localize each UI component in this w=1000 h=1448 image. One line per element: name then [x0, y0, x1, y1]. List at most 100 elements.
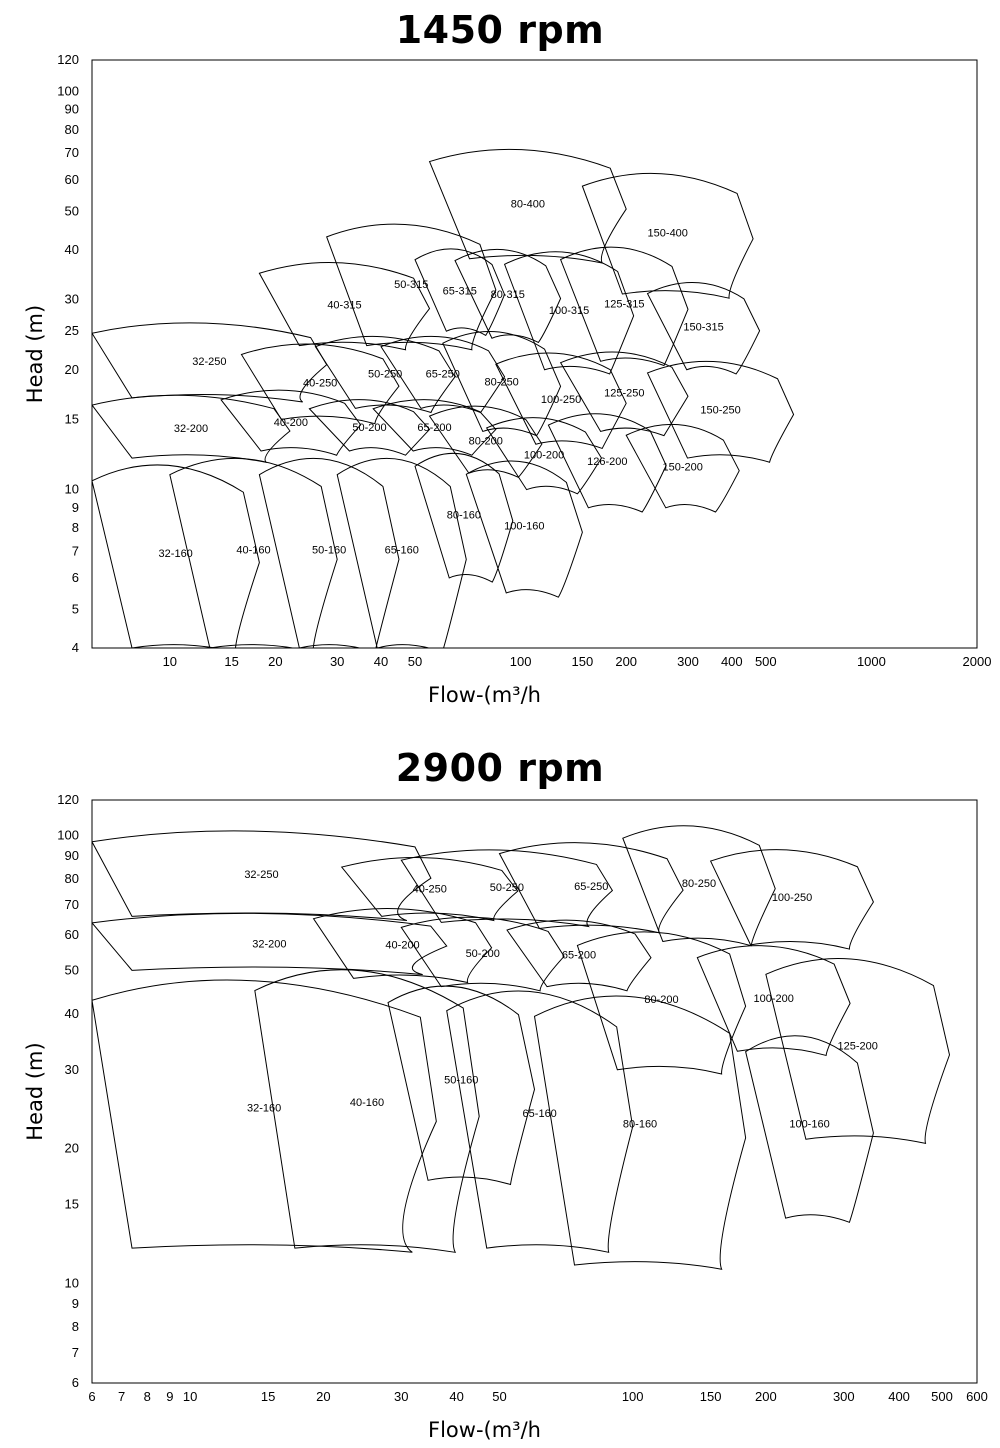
region-label: 80-315 — [491, 289, 525, 301]
plot-frame — [91, 59, 978, 649]
region-label: 80-160 — [623, 1119, 657, 1131]
region-125-250 — [559, 351, 689, 437]
y-tick-label: 25 — [65, 323, 79, 338]
y-tick-label: 50 — [65, 962, 79, 977]
x-tick-label: 40 — [374, 654, 388, 669]
x-tick-label: 400 — [888, 1389, 910, 1404]
y-tick-label: 10 — [65, 1276, 79, 1291]
x-axis-label: Flow-(m³/h — [428, 1418, 541, 1442]
region-40-160 — [254, 969, 480, 1253]
region-100-160 — [745, 1035, 874, 1223]
y-tick-label: 70 — [65, 145, 79, 160]
region-80-315 — [454, 248, 562, 344]
region-label: 40-200 — [274, 417, 308, 429]
region-65-160 — [446, 990, 634, 1253]
region-65-250 — [380, 335, 506, 414]
x-tick-label: 30 — [394, 1389, 408, 1404]
y-tick-label: 50 — [65, 203, 79, 218]
plot-frame — [91, 799, 978, 1384]
x-tick-label: 1000 — [857, 654, 886, 669]
plot-area: 32-160 40-160 50-160 65-160 80-160 100-160 32-… — [23, 792, 988, 1442]
region-label: 32-160 — [247, 1102, 281, 1114]
region-label: 40-160 — [350, 1097, 384, 1109]
region-80-400 — [428, 148, 627, 264]
y-tick-label: 70 — [65, 897, 79, 912]
y-tick-label: 100 — [57, 827, 79, 842]
y-axis-label: Head (m) — [23, 1042, 47, 1140]
x-tick-label: 300 — [833, 1389, 855, 1404]
region-label: 126-200 — [587, 456, 627, 468]
region-label: 100-200 — [524, 450, 564, 462]
region-label: 150-315 — [683, 321, 723, 333]
region-label: 32-200 — [252, 938, 286, 950]
region-50-160 — [258, 457, 400, 648]
y-tick-label: 60 — [65, 172, 79, 187]
x-tick-label: 10 — [163, 654, 177, 669]
region-label: 100-160 — [789, 1119, 829, 1131]
region-80-160 — [414, 452, 514, 583]
region-label: 100-250 — [772, 892, 812, 904]
region-label: 125-315 — [604, 298, 644, 310]
region-label: 65-250 — [574, 881, 608, 893]
x-tick-label: 9 — [166, 1389, 173, 1404]
region-label: 40-160 — [236, 545, 270, 557]
region-40-160 — [169, 457, 338, 648]
x-tick-label: 200 — [615, 654, 637, 669]
region-label: 125-250 — [604, 387, 644, 399]
x-tick-label: 2000 — [963, 654, 992, 669]
regions-layer: 32-160 40-160 50-160 65-160 80-160 100-160 32-… — [92, 148, 795, 648]
y-tick-label: 4 — [72, 640, 79, 655]
region-100-315 — [503, 251, 635, 375]
chart-2900-rpm: 2900 rpm 32-160 40-160 50-160 65-160 80-160 1… — [0, 736, 1000, 1448]
region-label: 150-400 — [648, 228, 688, 240]
region-32-160 — [92, 464, 260, 648]
x-tick-label: 8 — [144, 1389, 151, 1404]
x-tick-label: 400 — [721, 654, 743, 669]
y-tick-label: 80 — [65, 871, 79, 886]
region-label: 80-160 — [447, 509, 481, 521]
region-50-160 — [387, 985, 536, 1186]
region-65-315 — [414, 248, 506, 337]
region-label: 50-160 — [444, 1074, 478, 1086]
x-tick-label: 20 — [268, 654, 282, 669]
region-label: 65-200 — [417, 422, 451, 434]
x-tick-label: 100 — [510, 654, 532, 669]
region-label: 40-315 — [327, 300, 361, 312]
region-125-315 — [559, 246, 689, 367]
region-100-160 — [465, 460, 583, 598]
region-label: 80-200 — [469, 436, 503, 448]
region-label: 65-160 — [523, 1108, 557, 1120]
chart-title: 1450 rpm — [395, 8, 605, 52]
region-40-250 — [240, 343, 400, 425]
y-tick-label: 120 — [57, 792, 79, 807]
y-tick-label: 7 — [72, 543, 79, 558]
region-80-200 — [576, 931, 747, 1075]
region-50-250 — [314, 335, 456, 414]
x-tick-label: 600 — [966, 1389, 988, 1404]
chart-1450-rpm: 1450 rpm 32-160 40-160 50-160 65-160 80-160 1… — [0, 0, 1000, 712]
x-tick-label: 20 — [316, 1389, 330, 1404]
region-32-160 — [92, 979, 437, 1253]
region-126-200 — [547, 413, 667, 513]
region-label: 80-200 — [644, 994, 678, 1006]
region-40-200 — [312, 908, 493, 984]
region-50-250 — [400, 849, 614, 928]
region-label: 65-250 — [426, 368, 460, 380]
x-tick-label: 50 — [408, 654, 422, 669]
region-80-250 — [622, 825, 776, 947]
region-50-200 — [400, 916, 565, 992]
region-80-160 — [533, 995, 747, 1270]
x-tick-label: 7 — [118, 1389, 125, 1404]
region-label: 50-315 — [394, 279, 428, 291]
region-50-200 — [308, 399, 431, 456]
y-axis-label: Head (m) — [23, 305, 47, 403]
region-65-160 — [336, 457, 467, 648]
region-label: 100-250 — [541, 394, 581, 406]
x-tick-label: 6 — [88, 1389, 95, 1404]
region-label: 32-250 — [244, 869, 278, 881]
region-label: 32-160 — [159, 548, 193, 560]
region-100-200 — [696, 945, 851, 1057]
region-label: 40-250 — [413, 883, 447, 895]
x-tick-label: 100 — [622, 1389, 644, 1404]
x-tick-label: 300 — [677, 654, 699, 669]
